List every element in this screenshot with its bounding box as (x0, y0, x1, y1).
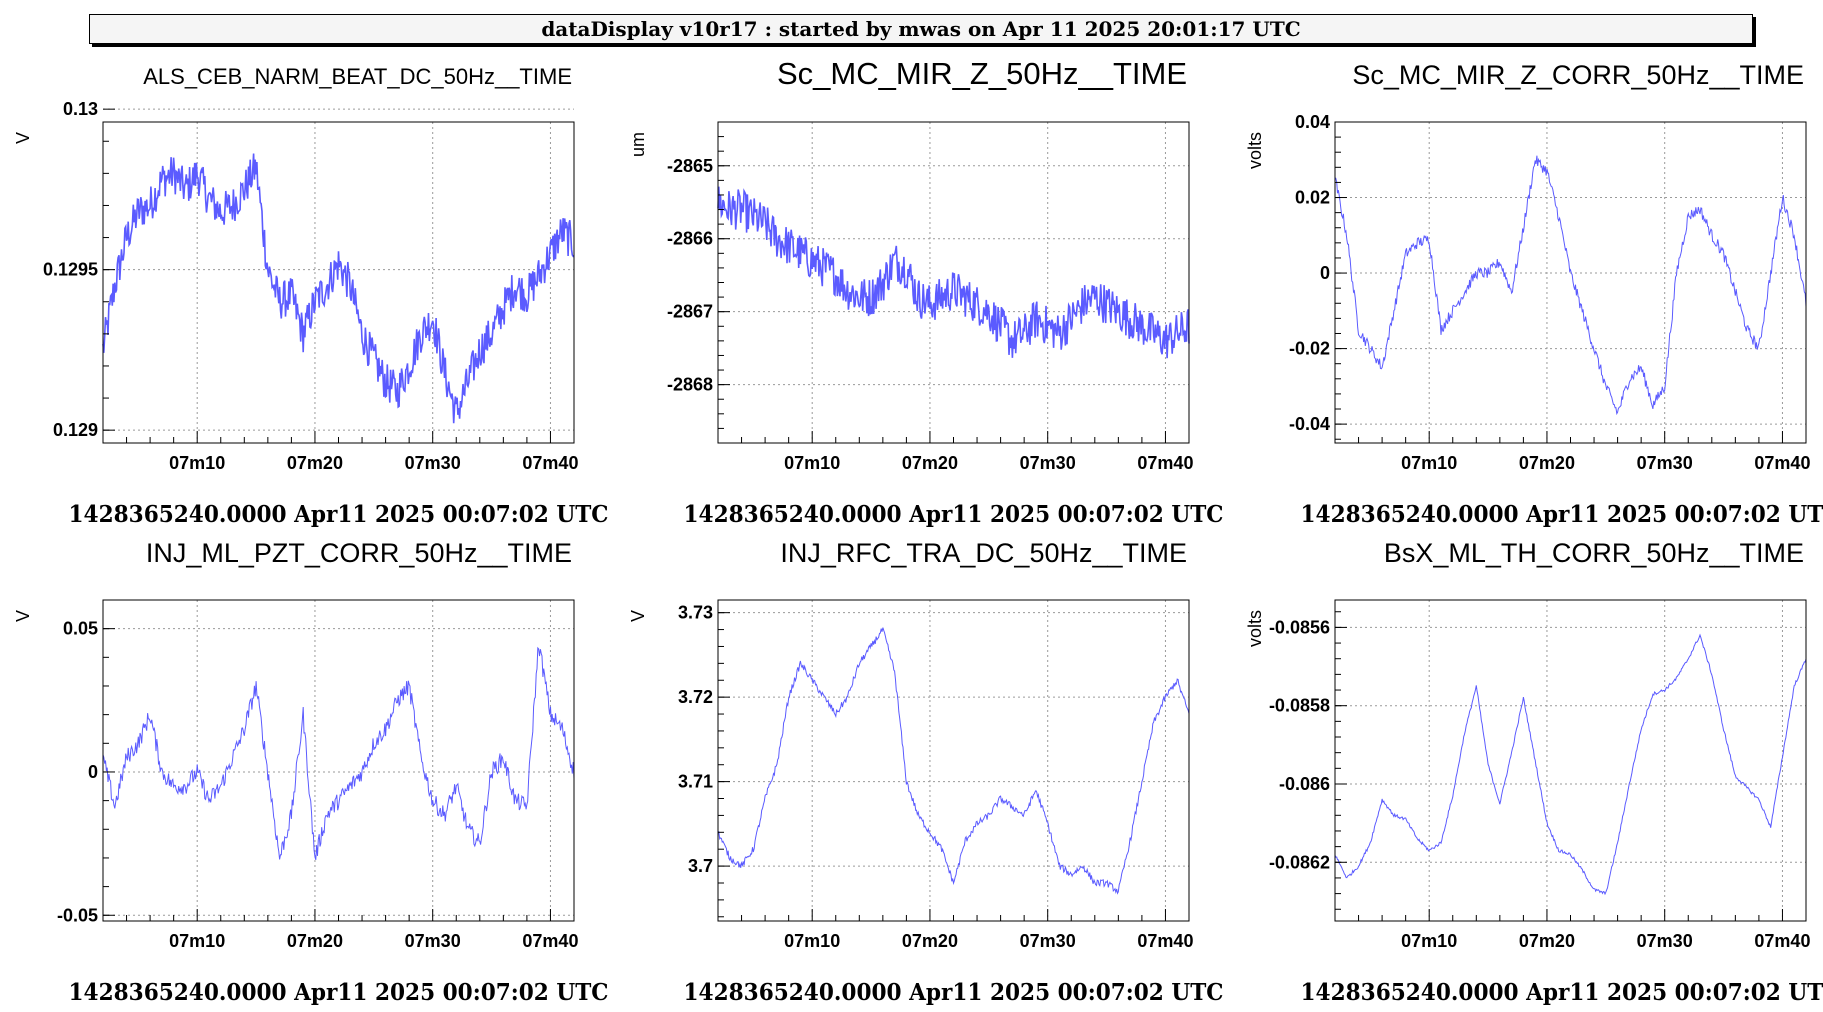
y-tick-label: 3.72 (678, 687, 713, 707)
x-axis-time-label: 1428365240.0000 Apr11 2025 00:07:02 UTC (1301, 501, 1823, 528)
x-tick-label: 07m30 (1637, 453, 1693, 473)
chart-title: Sc_MC_MIR_Z_50Hz__TIME (777, 56, 1187, 91)
x-axis-time-label: 1428365240.0000 Apr11 2025 00:07:02 UTC (684, 979, 1224, 1006)
x-tick-label: 07m20 (287, 931, 343, 951)
window-title-banner: dataDisplay v10r17 : started by mwas on … (89, 14, 1753, 44)
plot-area (718, 122, 1189, 443)
y-tick-label: 0.1295 (43, 260, 98, 280)
plot-area (1335, 122, 1806, 443)
chart-title: INJ_RFC_TRA_DC_50Hz__TIME (780, 538, 1187, 568)
x-tick-label: 07m30 (1020, 931, 1076, 951)
y-axis-label: V (13, 132, 33, 144)
x-tick-label: 07m20 (902, 931, 958, 951)
x-axis-time-label: 1428365240.0000 Apr11 2025 00:07:02 UTC (69, 979, 609, 1006)
data-trace (1334, 633, 1807, 896)
y-axis-label: um (628, 132, 648, 157)
x-tick-label: 07m30 (405, 453, 461, 473)
plot-area (1335, 600, 1806, 921)
y-tick-label: -2865 (667, 156, 713, 176)
y-tick-label: 0 (88, 762, 98, 782)
x-axis-time-label: 1428365240.0000 Apr11 2025 00:07:02 UTC (1301, 979, 1823, 1006)
y-tick-label: 0.13 (63, 99, 98, 119)
y-tick-label: 0 (1320, 263, 1330, 283)
y-tick-label: -2866 (667, 229, 713, 249)
data-trace (102, 646, 575, 860)
chart-panel-5: 3.7 3.71 3.72 3.73 07m10 07m20 07m30 07m40 V INJ_… (628, 538, 1224, 1006)
x-tick-label: 07m10 (1401, 931, 1457, 951)
x-tick-label: 07m20 (1519, 931, 1575, 951)
x-tick-label: 07m40 (522, 931, 578, 951)
x-tick-label: 07m40 (1754, 931, 1810, 951)
x-tick-label: 07m30 (405, 931, 461, 951)
y-tick-label: 0.04 (1295, 112, 1330, 132)
x-tick-label: 07m10 (784, 931, 840, 951)
x-tick-label: 07m40 (1137, 931, 1193, 951)
x-tick-label: 07m40 (1137, 453, 1193, 473)
y-axis-label: V (13, 610, 33, 622)
y-tick-label: -0.0862 (1269, 852, 1330, 872)
plot-area (718, 600, 1189, 921)
y-tick-label: 3.73 (678, 603, 713, 623)
data-trace (717, 186, 1190, 359)
x-tick-label: 07m40 (522, 453, 578, 473)
y-tick-label: -2867 (667, 302, 713, 322)
y-axis-label: V (628, 610, 648, 622)
y-axis-label: volts (1245, 610, 1265, 647)
y-tick-label: -2868 (667, 375, 713, 395)
chart-title: BsX_ML_TH_CORR_50Hz__TIME (1384, 538, 1804, 568)
chart-title: ALS_CEB_NARM_BEAT_DC_50Hz__TIME (143, 64, 572, 89)
x-tick-label: 07m20 (1519, 453, 1575, 473)
x-tick-label: 07m10 (169, 453, 225, 473)
data-trace (1334, 155, 1807, 416)
y-tick-label: 0.02 (1295, 188, 1330, 208)
y-tick-label: -0.05 (57, 905, 98, 925)
y-tick-label: 0.129 (53, 420, 98, 440)
x-tick-label: 07m30 (1637, 931, 1693, 951)
x-tick-label: 07m10 (1401, 453, 1457, 473)
y-tick-label: 0.05 (63, 619, 98, 639)
y-axis-label: volts (1245, 132, 1265, 169)
y-tick-label: 3.7 (688, 856, 713, 876)
x-tick-label: 07m30 (1020, 453, 1076, 473)
x-tick-label: 07m10 (169, 931, 225, 951)
x-tick-label: 07m40 (1754, 453, 1810, 473)
x-tick-label: 07m20 (902, 453, 958, 473)
chart-panel-4: -0.05 0 0.05 07m10 07m20 07m30 07m40 V INJ_ML_PZ… (13, 538, 609, 1006)
x-axis-time-label: 1428365240.0000 Apr11 2025 00:07:02 UTC (684, 501, 1224, 528)
y-tick-label: 3.71 (678, 772, 713, 792)
data-trace (717, 627, 1190, 895)
y-tick-label: -0.04 (1289, 414, 1330, 434)
x-tick-label: 07m20 (287, 453, 343, 473)
x-axis-time-label: 1428365240.0000 Apr11 2025 00:07:02 UTC (69, 501, 609, 528)
y-tick-label: -0.0856 (1269, 617, 1330, 637)
chart-panel-1: 0.129 0.1295 0.13 07m10 07m20 07m30 07m40 V ALS_… (13, 64, 609, 528)
chart-panel-2: -2868 -2867 -2866 -2865 07m10 07m20 07m30 07m40… (628, 56, 1224, 528)
chart-title: Sc_MC_MIR_Z_CORR_50Hz__TIME (1352, 60, 1804, 90)
x-tick-label: 07m10 (784, 453, 840, 473)
chart-title: INJ_ML_PZT_CORR_50Hz__TIME (146, 538, 572, 568)
y-tick-label: -0.0858 (1269, 696, 1330, 716)
data-trace (102, 153, 575, 424)
chart-panel-3: -0.04 -0.02 0 0.02 0.04 07m10 07m20 07m30 07m40 v… (1245, 60, 1823, 528)
chart-panel-6: -0.0862 -0.086 -0.0858 -0.0856 07m10 07m20 07m… (1245, 538, 1823, 1006)
plot-area (103, 600, 574, 921)
y-tick-label: -0.086 (1279, 774, 1330, 794)
y-tick-label: -0.02 (1289, 339, 1330, 359)
